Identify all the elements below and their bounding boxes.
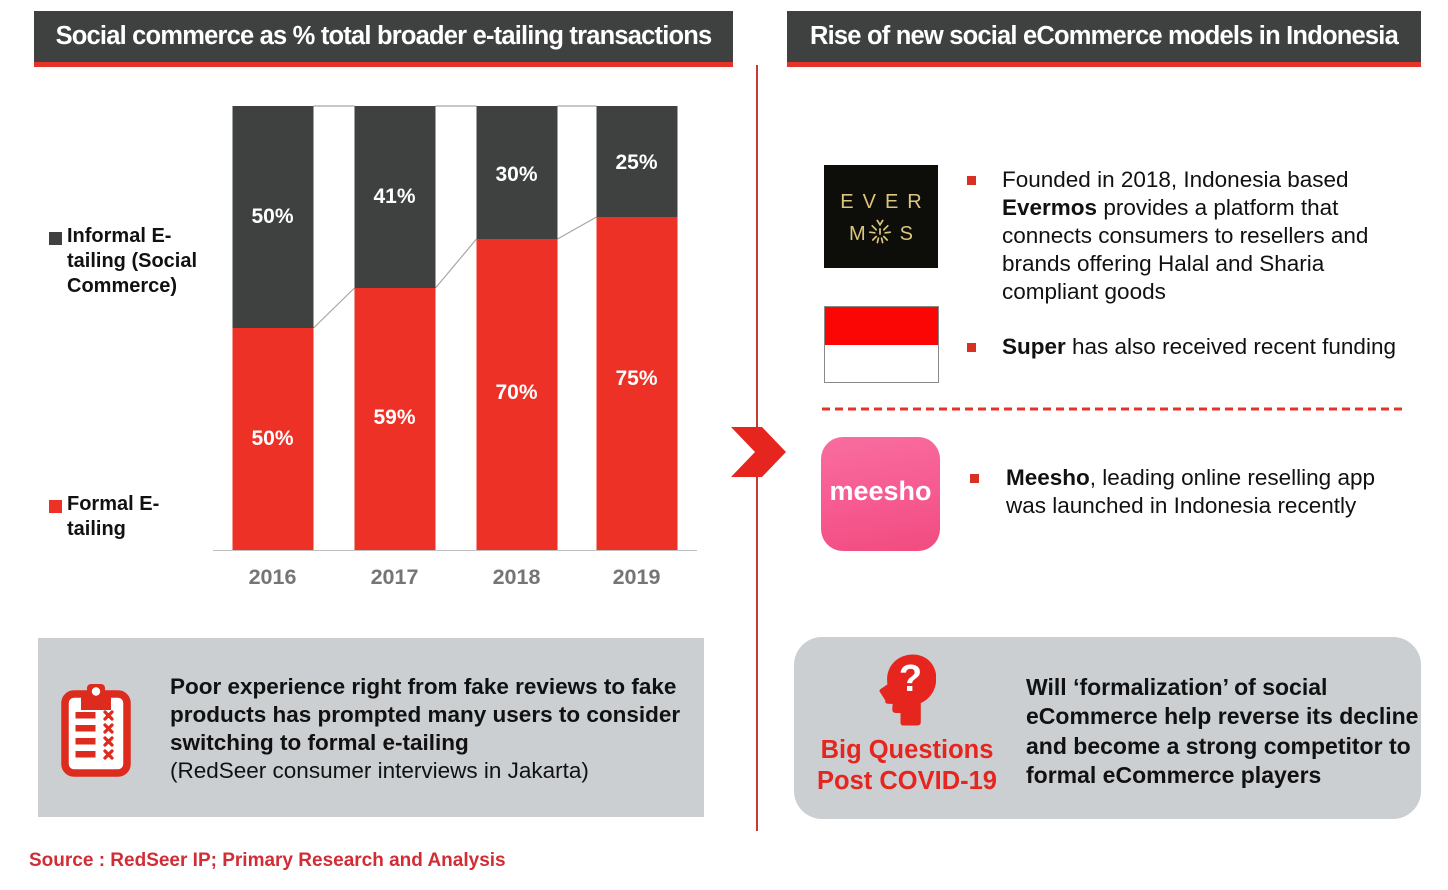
svg-text:?: ? [899, 658, 922, 700]
